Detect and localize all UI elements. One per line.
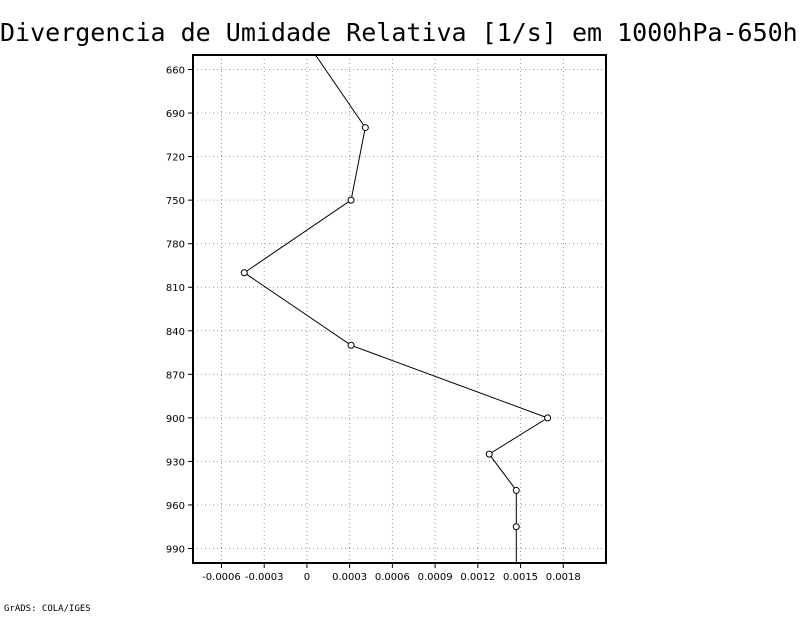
- series-line: [243, 54, 549, 563]
- y-tick-label: 870: [166, 370, 185, 381]
- y-tick-label: 990: [166, 544, 185, 555]
- y-tick-label: 690: [166, 109, 185, 120]
- x-tick-label: 0.0009: [418, 572, 453, 583]
- footer-credit: GrADS: COLA/IGES: [4, 604, 91, 614]
- grid-lines: [193, 55, 606, 563]
- data-point: [512, 486, 520, 494]
- data-point: [361, 124, 369, 132]
- x-tick-label: 0: [304, 572, 310, 583]
- x-tick-label: 0.0015: [503, 572, 538, 583]
- x-tick-label: 0.0012: [460, 572, 495, 583]
- x-tick-label: -0.0006: [202, 572, 241, 583]
- y-tick-label: 960: [166, 501, 185, 512]
- x-tick-label: 0.0003: [332, 572, 367, 583]
- data-point: [544, 414, 552, 422]
- y-tick-label: 900: [166, 414, 185, 425]
- data-point: [485, 450, 493, 458]
- axes: -0.0006 -0.0003 0 0.0003 0.0006 0.0009 0.0012 0…: [166, 66, 581, 583]
- y-tick-label: 810: [166, 283, 185, 294]
- y-tick-label: 930: [166, 457, 185, 468]
- plot-frame: [192, 54, 607, 564]
- series-layer: [240, 54, 552, 563]
- y-tick-label: 750: [166, 196, 185, 207]
- y-tick-label: 840: [166, 327, 185, 338]
- data-point: [347, 196, 355, 204]
- data-point: [240, 269, 248, 277]
- y-tick-label: 780: [166, 240, 185, 251]
- data-point: [512, 523, 520, 531]
- x-tick-label: 0.0006: [375, 572, 410, 583]
- chart-title: Divergencia de Umidade Relativa [1/s] em…: [0, 18, 800, 47]
- x-tick-label: -0.0003: [245, 572, 284, 583]
- data-point: [347, 341, 355, 349]
- y-tick-label: 720: [166, 153, 185, 164]
- y-tick-label: 660: [166, 66, 185, 77]
- x-tick-label: 0.0018: [546, 572, 581, 583]
